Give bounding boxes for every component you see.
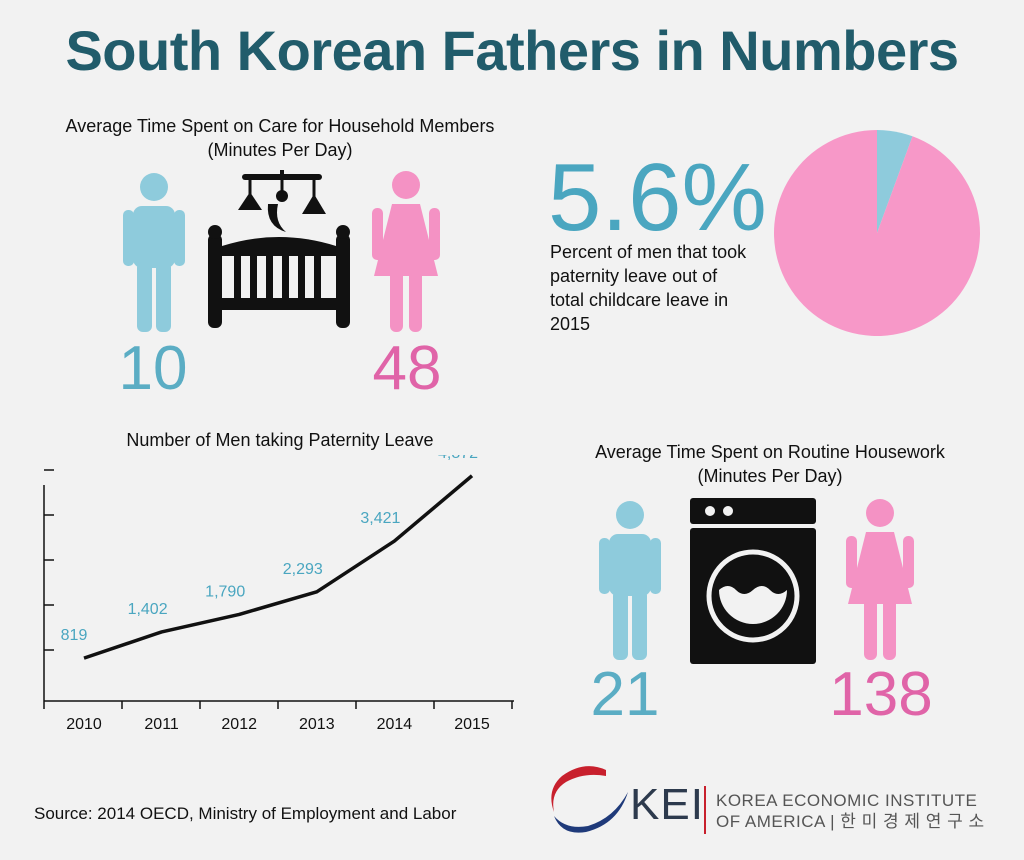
page-title: South Korean Fathers in Numbers (65, 19, 959, 82)
housework-women-minutes: 138 (829, 660, 933, 729)
care-title-line1: Average Time Spent on Care for Household… (65, 116, 495, 136)
man-icon (123, 173, 185, 332)
source-note: Source: 2014 OECD, Ministry of Employmen… (34, 804, 457, 823)
paternity-description-line: paternity leave out of (550, 266, 718, 286)
pie-slice-men (877, 130, 913, 233)
paternity-pie-chart (774, 130, 980, 336)
x-tick-label: 2015 (454, 716, 490, 733)
crib-icon (208, 170, 350, 328)
man-icon (599, 501, 661, 660)
kei-name-line2: OF AMERICA | 한 미 경 제 연 구 소 (716, 812, 985, 831)
care-women-minutes: 48 (372, 334, 442, 403)
x-tick-label: 2010 (66, 716, 102, 733)
data-label: 819 (61, 627, 88, 644)
care-men-minutes: 10 (118, 334, 188, 403)
x-tick-label: 2014 (377, 716, 413, 733)
paternity-percent: 5.6% (548, 144, 767, 251)
logo-divider (704, 786, 706, 834)
housework-men-minutes: 21 (590, 660, 660, 729)
paternity-line-chart: 2010 2011 2012 2013 2014 2015 819 1,402 1,790 2,2… (43, 455, 514, 733)
care-title: Average Time Spent on Care for Household… (20, 114, 540, 162)
data-label: 3,421 (360, 510, 400, 527)
line-chart-title: Number of Men taking Paternity Leave (126, 430, 434, 450)
pie-slice-women (774, 130, 980, 336)
series-line (83, 474, 474, 660)
washing-machine-icon (690, 498, 816, 664)
data-label: 4,872 (438, 455, 478, 462)
kei-full-name: KOREA ECONOMIC INSTITUTE OF AMERICA | 한 … (716, 790, 985, 832)
paternity-description-line: total childcare leave in (550, 290, 729, 310)
housework-title-line1: Average Time Spent on Routine Housework (595, 442, 945, 462)
data-label: 2,293 (283, 561, 323, 578)
paternity-description-line: 2015 (550, 314, 591, 334)
woman-icon (372, 171, 440, 332)
housework-title: Average Time Spent on Routine Housework … (540, 440, 1000, 488)
x-tick-label: 2012 (221, 716, 257, 733)
paternity-description: Percent of men that took paternity leave… (550, 240, 780, 336)
housework-title-line2: (Minutes Per Day) (697, 466, 843, 486)
data-label: 1,790 (205, 583, 245, 600)
paternity-description-line: Percent of men that took (550, 242, 747, 262)
care-title-line2: (Minutes Per Day) (207, 140, 353, 160)
kei-logo-text: KEI (630, 780, 704, 829)
x-tick-label: 2013 (299, 716, 335, 733)
kei-logo-icon (551, 766, 628, 833)
x-tick-label: 2011 (144, 716, 179, 733)
woman-icon (846, 499, 914, 660)
data-label: 1,402 (128, 601, 168, 618)
kei-name-line1: KOREA ECONOMIC INSTITUTE (716, 791, 978, 810)
